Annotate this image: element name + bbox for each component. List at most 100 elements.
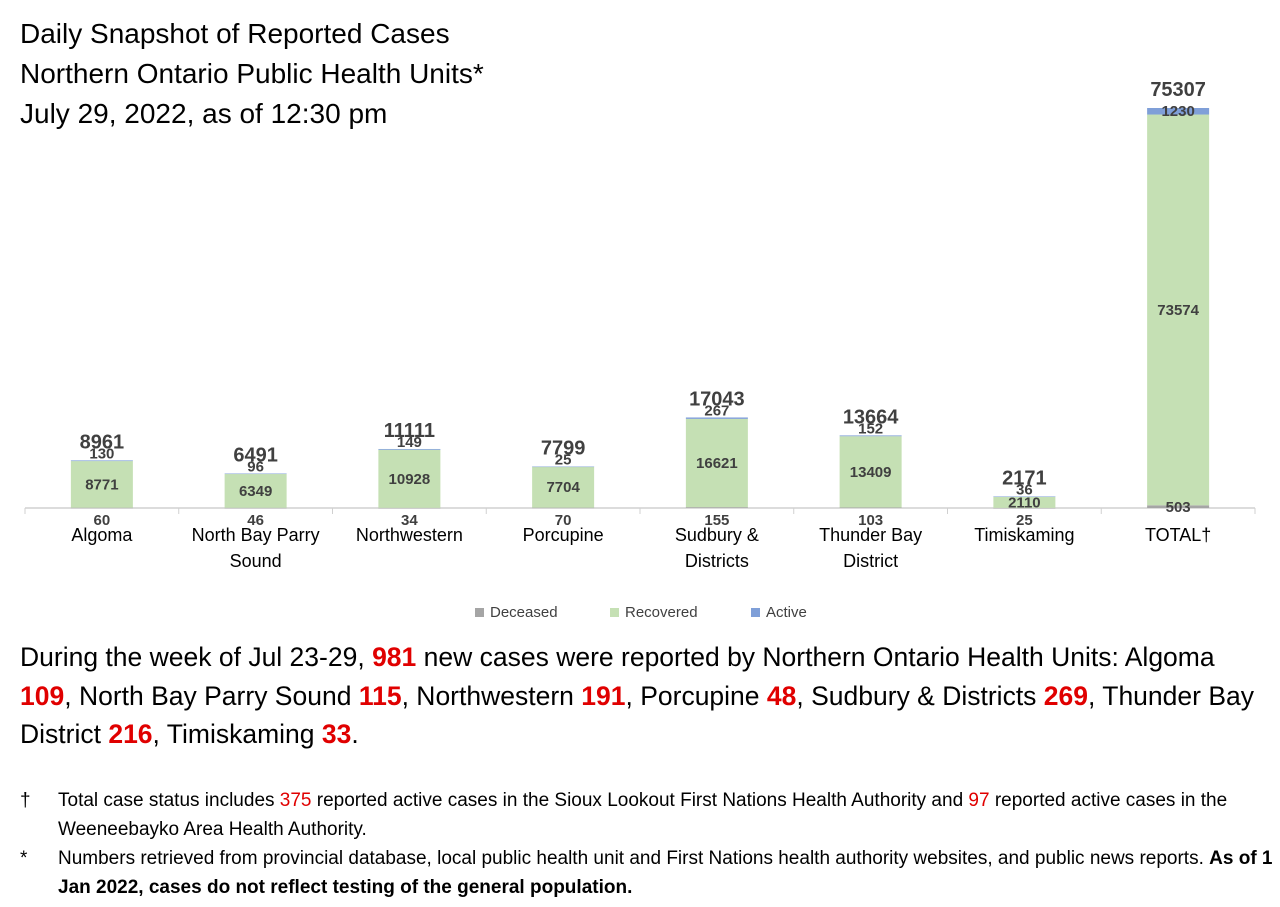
- data-label-recovered: 6349: [239, 483, 272, 500]
- data-label-deceased: 34: [401, 512, 418, 529]
- data-label-active: 25: [555, 452, 572, 469]
- title-line-1: Daily Snapshot of Reported Cases: [20, 18, 450, 49]
- data-label-recovered: 8771: [85, 476, 118, 493]
- bar-segment-recovered: [839, 436, 902, 508]
- summary-text: , Porcupine: [625, 680, 767, 711]
- data-label-recovered: 10928: [389, 471, 431, 488]
- summary-count-porcupine: 48: [766, 680, 797, 711]
- summary-count-thunder-bay: 216: [108, 719, 153, 749]
- data-label-deceased: 60: [94, 512, 111, 529]
- bar-segment-deceased: [224, 507, 287, 509]
- data-label-total: 75307: [1150, 79, 1206, 101]
- data-label-recovered: 73574: [1157, 302, 1199, 319]
- data-label-recovered: 13409: [850, 464, 892, 481]
- x-tick-label: Sound: [230, 551, 282, 571]
- bar-segment-deceased: [839, 507, 902, 508]
- bar-segment-active: [70, 460, 133, 462]
- summary-text: .: [351, 719, 359, 749]
- data-label-active: 96: [247, 459, 264, 476]
- data-label-total: 6491: [233, 445, 278, 467]
- summary-count-sudbury: 269: [1043, 680, 1089, 711]
- x-tick-label: District: [843, 551, 898, 571]
- data-label-deceased: 25: [1016, 512, 1033, 529]
- bar-segment-recovered: [70, 461, 133, 508]
- legend-label-active: Active: [766, 604, 807, 621]
- x-tick-label: Algoma: [71, 525, 133, 545]
- bar-segment-recovered: [532, 466, 595, 508]
- title-line-2: Northern Ontario Public Health Units*: [20, 58, 484, 89]
- footnote-text: Numbers retrieved from provincial databa…: [58, 848, 1210, 869]
- data-label-deceased: 155: [704, 512, 729, 529]
- weekly-summary: During the week of Jul 23-29, 981 new ca…: [20, 638, 1270, 754]
- legend-swatch-recovered: [610, 608, 619, 617]
- data-label-active: 1230: [1161, 103, 1194, 120]
- bar-segment-active: [224, 473, 287, 475]
- summary-text: , Thunder Bay District: [20, 680, 1254, 750]
- data-label-total: 11111: [384, 420, 435, 442]
- legend-label-deceased: Deceased: [490, 604, 558, 621]
- bar-segment-deceased: [685, 507, 748, 508]
- data-label-total: 8961: [80, 431, 125, 453]
- summary-text: , Timiskaming: [152, 719, 322, 749]
- data-label-active: 267: [704, 402, 729, 419]
- summary-text: , North Bay Parry Sound: [64, 680, 359, 711]
- data-label-total: 17043: [689, 388, 745, 410]
- bar-segment-deceased: [378, 507, 441, 509]
- data-label-recovered: 2110: [1008, 494, 1041, 511]
- data-label-total: 7799: [541, 438, 586, 460]
- data-label-total: 2171: [1002, 467, 1047, 489]
- bar-segment-recovered: [378, 449, 441, 508]
- data-label-deceased: 103: [858, 512, 883, 529]
- footnote-dagger: † Total case status includes 375 reported…: [20, 786, 1275, 844]
- data-label-total: 13664: [843, 406, 899, 428]
- summary-count-total: 981: [372, 642, 417, 672]
- footnote-text: reported active cases in the Sioux Looko…: [311, 790, 969, 811]
- star-symbol: *: [20, 848, 28, 869]
- footnote-bold-text: As of 1 Jan 2022, cases do not reflect t…: [58, 848, 1273, 898]
- bar-segment-recovered: [224, 474, 287, 508]
- footnote-text: Total case status includes: [58, 790, 280, 811]
- bar-segment-recovered: [1147, 114, 1210, 506]
- dagger-symbol: †: [20, 790, 31, 811]
- data-label-active: 149: [397, 434, 422, 451]
- bar-segment-active: [685, 417, 748, 419]
- footnotes: † Total case status includes 375 reported…: [20, 786, 1275, 902]
- bar-segment-active: [378, 448, 441, 450]
- data-label-recovered: 16621: [696, 455, 738, 472]
- summary-count-northwestern: 191: [581, 680, 626, 711]
- data-label-active: 130: [89, 445, 114, 462]
- data-label-deceased: 503: [1166, 499, 1191, 516]
- footnote-star: * Numbers retrieved from provincial datab…: [20, 844, 1275, 902]
- legend-label-recovered: Recovered: [625, 604, 698, 621]
- bar-segment-active: [532, 466, 595, 468]
- summary-text: , Northwestern: [401, 680, 582, 711]
- bar-segment-active: [839, 435, 902, 437]
- summary-count-timiskaming: 33: [321, 719, 352, 749]
- x-tick-label: Sudbury &: [675, 525, 759, 545]
- x-tick-label: Thunder Bay: [819, 525, 922, 545]
- bar-segment-recovered: [993, 496, 1056, 508]
- data-label-deceased: 70: [555, 512, 572, 529]
- bar-segment-active: [993, 496, 1056, 497]
- data-label-active: 152: [858, 420, 883, 437]
- legend-swatch-active: [751, 608, 760, 617]
- x-tick-label: Porcupine: [523, 525, 604, 545]
- footnote-count-weeneebayko: 97: [968, 790, 990, 811]
- footnote-text: reported active cases in the Weeneebayko…: [58, 790, 1228, 840]
- summary-text: During the week of Jul 23-29,: [20, 642, 373, 672]
- title-line-3: July 29, 2022, as of 12:30 pm: [20, 98, 388, 129]
- data-label-active: 36: [1016, 481, 1033, 498]
- summary-text: new cases were reported by Northern Onta…: [416, 642, 1215, 672]
- bar-segment-deceased: [532, 507, 595, 509]
- footnote-count-sioux-lookout: 375: [279, 790, 312, 811]
- x-tick-label: Districts: [685, 551, 749, 571]
- bar-segment-deceased: [70, 507, 133, 509]
- x-tick-label: Northwestern: [356, 525, 463, 545]
- bar-segment-deceased: [993, 507, 1056, 509]
- data-label-recovered: 7704: [546, 479, 580, 496]
- bar-segment-active: [1147, 108, 1210, 115]
- x-tick-label: Timiskaming: [974, 525, 1074, 545]
- x-tick-label: TOTAL†: [1145, 525, 1211, 545]
- legend-swatch-deceased: [475, 608, 484, 617]
